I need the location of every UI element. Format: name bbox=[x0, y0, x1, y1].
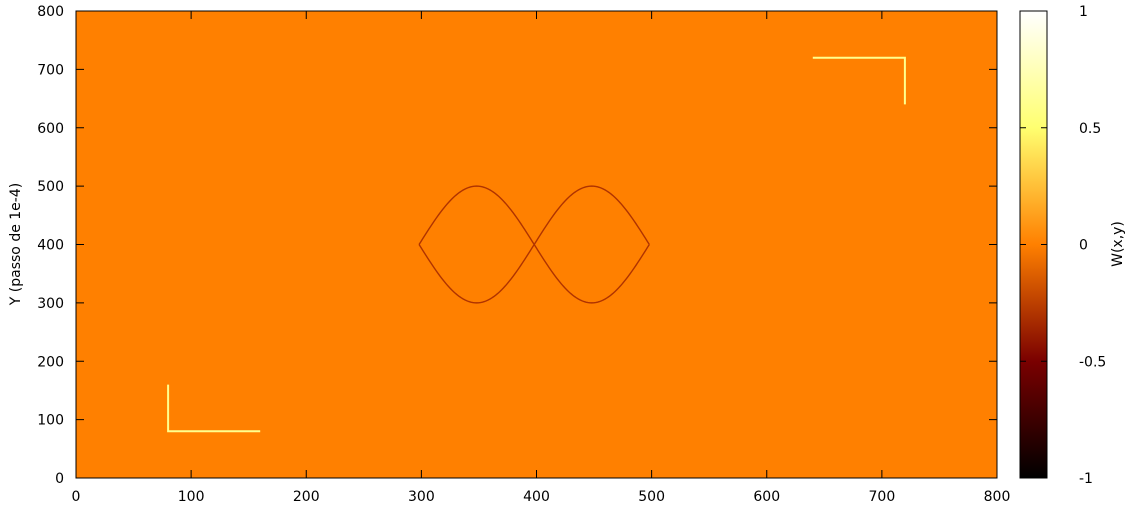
x-tick-label: 0 bbox=[72, 489, 81, 505]
y-tick-label: 200 bbox=[37, 354, 64, 370]
plot-frame bbox=[75, 10, 998, 479]
y-tick-label: 400 bbox=[37, 238, 64, 254]
colorbar-ticks-layer: -1 -0.5 0 0.5 1 bbox=[1020, 4, 1106, 487]
bright-L-bottom-left bbox=[167, 384, 261, 433]
colorbar-tick-label: 0 bbox=[1079, 238, 1088, 254]
x-tick-label: 500 bbox=[638, 489, 665, 505]
y-tick-label: 100 bbox=[37, 413, 64, 429]
plot-background-layer bbox=[76, 11, 997, 478]
features-layer bbox=[167, 56, 906, 433]
y-tick-label: 600 bbox=[37, 121, 64, 137]
x-tick-label: 100 bbox=[178, 489, 205, 505]
x-tick-label: 200 bbox=[293, 489, 320, 505]
colorbar-tick-label: -0.5 bbox=[1079, 354, 1106, 370]
y-tick-label: 500 bbox=[37, 179, 64, 195]
x-tick-label: 300 bbox=[408, 489, 435, 505]
x-tick-label: 700 bbox=[869, 489, 896, 505]
x-tick-label: 600 bbox=[753, 489, 780, 505]
colorbar-tick-label: 0.5 bbox=[1079, 121, 1101, 137]
y-tick-label: 700 bbox=[37, 62, 64, 78]
dark-lens-right bbox=[533, 185, 650, 304]
y-axis-label: Y (passo de 1e-4) bbox=[8, 183, 24, 306]
colorbar-tick-label: 1 bbox=[1079, 4, 1088, 20]
axis-ticks-layer: 0 100 200 300 400 500 600 700 800 0 100 200 300 400 50… bbox=[37, 4, 1010, 505]
y-tick-label: 0 bbox=[55, 471, 64, 487]
plot-background bbox=[76, 11, 997, 478]
dark-lens-left bbox=[418, 185, 535, 304]
bright-L-top-right bbox=[812, 56, 906, 105]
colorbar-label: W(x,y) bbox=[1110, 221, 1126, 267]
colorbar-tick-label: -1 bbox=[1079, 471, 1093, 487]
y-tick-label: 800 bbox=[37, 4, 64, 20]
x-tick-label: 400 bbox=[523, 489, 550, 505]
y-tick-label: 300 bbox=[37, 296, 64, 312]
x-tick-label: 800 bbox=[984, 489, 1011, 505]
